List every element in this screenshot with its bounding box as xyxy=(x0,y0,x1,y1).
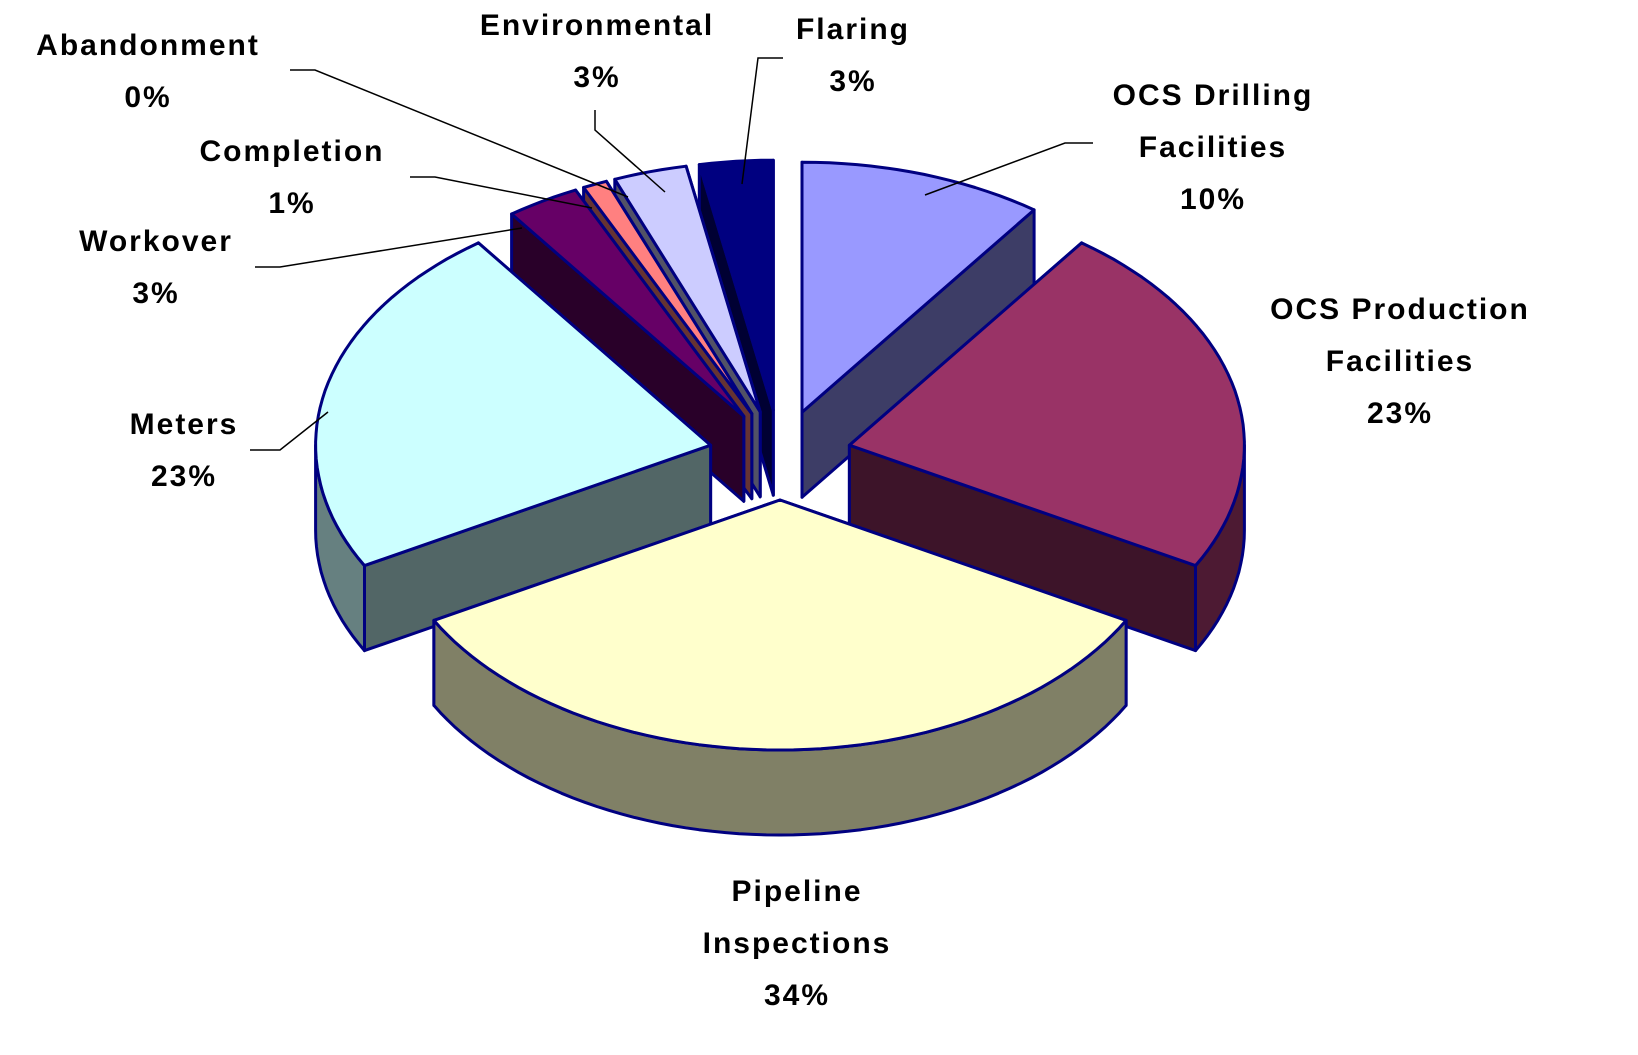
leader-line xyxy=(250,411,329,451)
category-name: Workover xyxy=(79,225,233,258)
category-name: OCS Drilling Facilities xyxy=(1112,79,1314,164)
slice xyxy=(847,241,1246,568)
category-name: Flaring xyxy=(795,13,910,46)
slice-label: Meters 23% xyxy=(0,399,384,503)
value-label: 23% xyxy=(1366,397,1434,430)
slice-label: Abandonment 0% xyxy=(0,20,348,124)
value-label: 1% xyxy=(268,187,316,220)
slice-label: Environmental 3% xyxy=(397,0,797,104)
slice-label: Flaring 3% xyxy=(653,4,1053,108)
slice xyxy=(510,188,746,418)
value-label: 3% xyxy=(829,65,877,98)
category-name: Meters xyxy=(129,408,239,441)
category-name: Completion xyxy=(199,135,385,168)
slice xyxy=(314,241,713,568)
category-name: Abandonment xyxy=(36,29,260,62)
leader-line xyxy=(255,227,523,268)
value-label: 3% xyxy=(132,277,180,310)
slice-label: Pipeline Inspections 34% xyxy=(672,866,922,1022)
category-name: Environmental xyxy=(479,9,715,42)
leader-line xyxy=(924,142,1093,196)
value-label: 10% xyxy=(1179,183,1247,216)
leader-line xyxy=(594,110,666,193)
slice-label: OCS Drilling Facilities 10% xyxy=(1078,70,1348,226)
value-label: 0% xyxy=(124,81,172,114)
leader-line xyxy=(410,176,593,209)
slice xyxy=(613,164,762,414)
category-name: OCS Production Facilities xyxy=(1270,293,1530,378)
value-label: 23% xyxy=(150,460,218,493)
slice-label: Workover 3% xyxy=(0,216,356,320)
slice xyxy=(800,160,1036,414)
value-label: 3% xyxy=(573,61,621,94)
slice xyxy=(697,158,775,412)
value-label: 34% xyxy=(763,979,831,1012)
slice-label: Completion 1% xyxy=(92,126,492,230)
category-name: Pipeline Inspections xyxy=(702,875,892,960)
slice-label: OCS Production Facilities 23% xyxy=(1225,284,1575,440)
slice xyxy=(432,498,1128,752)
leader-line xyxy=(741,57,783,185)
leader-line xyxy=(290,69,629,198)
